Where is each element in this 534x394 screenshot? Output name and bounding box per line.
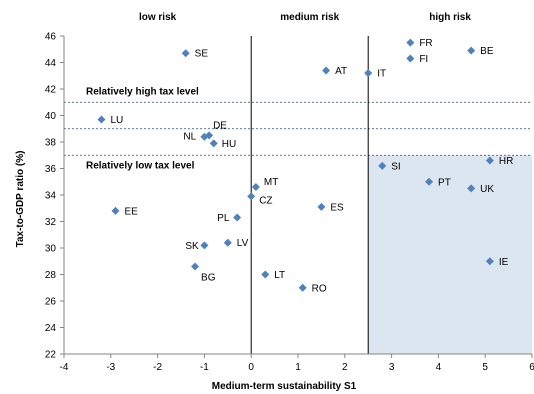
point-label-ro: RO: [312, 283, 327, 294]
y-tick-label: 44: [45, 58, 57, 69]
point-label-fi: FI: [419, 54, 428, 65]
y-tick-label: 22: [45, 350, 57, 361]
x-tick-label: 2: [342, 362, 348, 373]
x-tick-label: 5: [482, 362, 488, 373]
data-point-hu: [209, 139, 218, 148]
data-point-es: [317, 202, 326, 211]
risk-zone-label: medium risk: [280, 12, 339, 23]
risk-zone-label: high risk: [429, 12, 471, 23]
y-tick-label: 28: [45, 270, 57, 281]
x-tick-label: -1: [200, 362, 209, 373]
data-point-hr: [485, 156, 494, 165]
point-label-lu: LU: [110, 115, 123, 126]
y-tick-label: 34: [45, 191, 57, 202]
data-point-ro: [298, 283, 307, 292]
point-label-cz: CZ: [259, 195, 272, 206]
data-point-at: [322, 66, 331, 75]
y-tick-label: 30: [45, 244, 57, 255]
y-tick-label: 32: [45, 217, 57, 228]
point-label-nl: NL: [183, 132, 196, 143]
x-tick-label: 4: [436, 362, 442, 373]
point-label-hu: HU: [222, 139, 236, 150]
risk-zone-label: low risk: [139, 12, 177, 23]
data-point-sk: [200, 241, 209, 250]
data-point-pl: [233, 213, 242, 222]
x-tick-label: -4: [60, 362, 69, 373]
point-label-ee: EE: [124, 206, 138, 217]
point-label-de: DE: [213, 120, 227, 131]
y-tick-label: 38: [45, 138, 57, 149]
point-label-at: AT: [335, 66, 347, 77]
y-tick-label: 42: [45, 85, 57, 96]
point-label-se: SE: [195, 49, 209, 60]
y-tick-label: 36: [45, 164, 57, 175]
x-axis-title: Medium-term sustainability S1: [212, 381, 357, 392]
y-tick-label: 40: [45, 111, 57, 122]
x-tick-label: 1: [295, 362, 301, 373]
high-risk-low-tax-region: [368, 155, 532, 354]
point-label-es: ES: [330, 202, 344, 213]
x-tick-label: 6: [529, 362, 534, 373]
data-point-cz: [247, 192, 256, 201]
point-label-bg: BG: [201, 273, 216, 284]
x-tick-label: 0: [248, 362, 254, 373]
data-point-pt: [425, 177, 434, 186]
point-label-lv: LV: [237, 238, 249, 249]
data-point-se: [181, 49, 190, 58]
point-label-hr: HR: [499, 156, 513, 167]
point-label-it: IT: [377, 69, 386, 80]
data-point-be: [467, 46, 476, 55]
point-label-fr: FR: [419, 38, 432, 49]
point-label-si: SI: [391, 161, 400, 172]
point-label-be: BE: [480, 46, 494, 57]
data-point-it: [364, 69, 373, 78]
y-axis-title: Tax-to-GDP ratio (%): [15, 151, 26, 248]
data-point-bg: [191, 262, 200, 271]
data-point-si: [378, 161, 387, 170]
data-point-mt: [251, 183, 260, 192]
y-tick-label: 26: [45, 297, 57, 308]
point-label-pt: PT: [438, 177, 451, 188]
y-tick-label: 46: [45, 32, 57, 43]
point-label-ie: IE: [499, 257, 509, 268]
tax-band-label: Relatively low tax level: [86, 160, 195, 171]
x-tick-label: 3: [389, 362, 395, 373]
point-label-mt: MT: [264, 177, 278, 188]
point-label-lt: LT: [274, 270, 285, 281]
tax-band-label: Relatively high tax level: [86, 86, 199, 97]
data-point-lt: [261, 270, 270, 279]
data-point-lu: [97, 115, 106, 124]
point-label-sk: SK: [185, 241, 199, 252]
x-tick-label: -2: [153, 362, 162, 373]
data-point-fr: [406, 38, 415, 47]
data-point-ie: [485, 257, 494, 266]
point-label-uk: UK: [480, 184, 494, 195]
data-point-uk: [467, 184, 476, 193]
data-point-lv: [223, 238, 232, 247]
data-point-ee: [111, 206, 120, 215]
point-label-pl: PL: [217, 213, 230, 224]
x-tick-label: -3: [106, 362, 115, 373]
data-point-nl: [200, 132, 209, 141]
data-point-fi: [406, 54, 415, 63]
y-tick-label: 24: [45, 323, 57, 334]
